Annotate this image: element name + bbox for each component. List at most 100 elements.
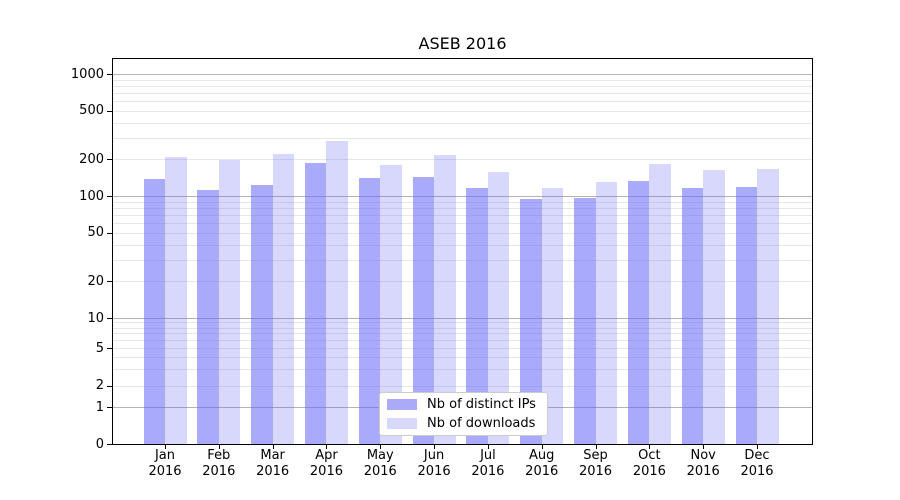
y-tick-label: 10 [87,310,104,326]
gridline-major [113,74,812,75]
y-tick-mark [107,281,112,282]
x-tick-year: 2016 [148,464,182,479]
legend: Nb of distinct IPs Nb of downloads [379,392,548,436]
bar-distinct-ips [412,177,435,444]
gridline-minor [113,357,812,359]
x-tick-month: Dec [744,448,770,463]
bar-distinct-ips [197,189,219,444]
bar-distinct-ips [304,163,327,444]
gridline-minor [113,259,812,261]
gridline-minor [113,333,812,335]
bar-distinct-ips [627,180,650,444]
bar-downloads [649,163,671,444]
x-tick-mark [596,445,597,449]
y-tick-label: 5 [95,340,104,356]
x-tick-year: 2016 [309,464,343,479]
x-tick-month: Apr [315,448,338,463]
legend-swatch-downloads [387,418,417,429]
gridline-minor [113,101,812,103]
gridline-minor [113,207,812,209]
gridline-minor [113,79,812,81]
x-tick-month: May [366,448,394,463]
gridline-minor [113,110,812,112]
x-tick-month: Jul [480,448,496,463]
gridline-minor [113,159,812,161]
y-tick-mark [107,386,112,387]
bar-distinct-ips [358,178,381,444]
bar-distinct-ips [681,187,704,444]
bar-distinct-ips [143,179,165,444]
gridline-minor [113,223,812,225]
chart-title: ASEB 2016 [418,34,507,53]
y-tick-mark [107,318,112,319]
legend-label-distinct-ips: Nb of distinct IPs [427,397,536,412]
x-tick-mark [703,445,704,449]
x-tick-month: Jun [423,448,445,463]
y-tick-label: 100 [79,188,104,204]
gridline-minor [113,232,812,234]
x-tick-month: Oct [638,448,661,463]
x-tick-mark [273,445,274,449]
x-tick-mark [326,445,327,449]
x-tick-year: 2016 [202,464,236,479]
gridline-minor [113,85,812,87]
y-tick-label: 1000 [70,66,104,82]
x-tick-mark [649,445,650,449]
y-tick-mark [107,233,112,234]
bar-distinct-ips [251,185,273,444]
y-tick-label: 20 [87,273,104,289]
x-tick-mark [488,445,489,449]
y-tick-mark [107,444,112,445]
y-tick-label: 500 [79,103,104,119]
x-tick-month: Mar [260,448,285,463]
y-tick-mark [107,74,112,75]
x-tick-mark [165,445,166,449]
x-tick-year: 2016 [740,464,774,479]
gridline-minor [113,281,812,283]
y-tick-mark [107,111,112,112]
x-tick-label: Aug 2016 [507,448,577,480]
plot-area [112,58,813,445]
legend-swatch-distinct-ips [387,399,417,410]
x-tick-mark [380,445,381,449]
gridline-minor [113,92,812,94]
gridline-minor [113,214,812,216]
gridline-minor [113,244,812,246]
x-tick-label: Jun 2016 [399,448,469,480]
gridline-major [113,196,812,197]
x-tick-mark [219,445,220,449]
x-tick-month: Sep [583,448,608,463]
x-tick-label: Oct 2016 [614,448,684,480]
x-tick-label: Sep 2016 [561,448,631,480]
x-tick-label: Feb 2016 [184,448,254,480]
gridline-minor [113,348,812,350]
bar-downloads [757,168,779,444]
x-tick-year: 2016 [632,464,666,479]
y-tick-mark [107,159,112,160]
bar-downloads [703,169,725,444]
x-tick-label: Mar 2016 [238,448,308,480]
y-tick-label: 2 [95,378,104,394]
x-tick-year: 2016 [471,464,505,479]
gridline-minor [113,327,812,329]
y-tick-label: 0 [95,436,104,452]
bar-downloads [326,140,348,444]
gridline-minor [113,385,812,387]
x-tick-year: 2016 [363,464,397,479]
x-tick-month: Jan [154,448,176,463]
x-tick-label: Dec 2016 [722,448,792,480]
bar-distinct-ips [735,186,757,444]
y-tick-label: 200 [79,151,104,167]
legend-item-distinct-ips: Nb of distinct IPs [380,397,547,412]
y-tick-label: 50 [87,225,104,241]
bar-distinct-ips [466,188,488,444]
x-tick-label: Apr 2016 [291,448,361,480]
gridline-minor [113,340,812,342]
gridline-minor [113,122,812,124]
x-tick-month: Aug [529,448,555,463]
bar-downloads [434,155,456,444]
gridline-minor [113,369,812,371]
bar-distinct-ips [574,197,596,444]
gridline-minor [113,322,812,324]
